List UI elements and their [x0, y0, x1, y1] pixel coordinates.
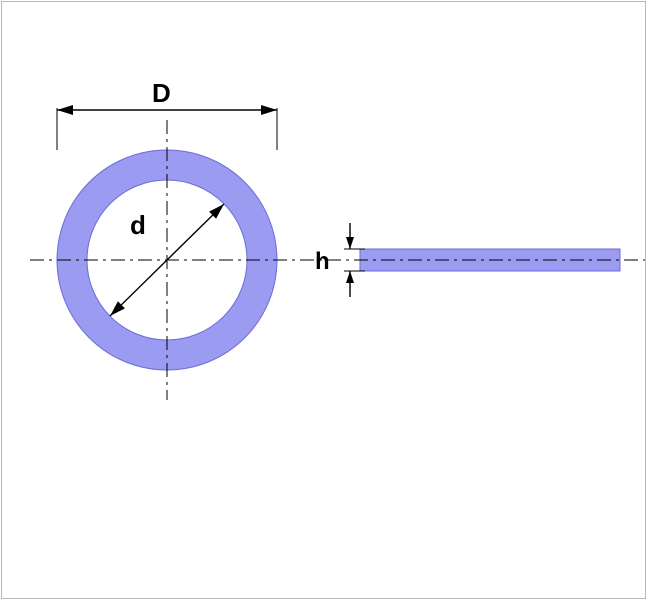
diagram-svg — [0, 0, 647, 600]
arrowhead — [261, 105, 277, 115]
inner-diameter-label: d — [130, 210, 146, 241]
arrowhead — [57, 105, 73, 115]
arrowhead — [346, 271, 354, 283]
arrowhead — [346, 237, 354, 249]
diagram-stage: D d h — [0, 0, 647, 600]
thickness-label: h — [315, 248, 330, 276]
outer-diameter-label: D — [152, 78, 171, 109]
